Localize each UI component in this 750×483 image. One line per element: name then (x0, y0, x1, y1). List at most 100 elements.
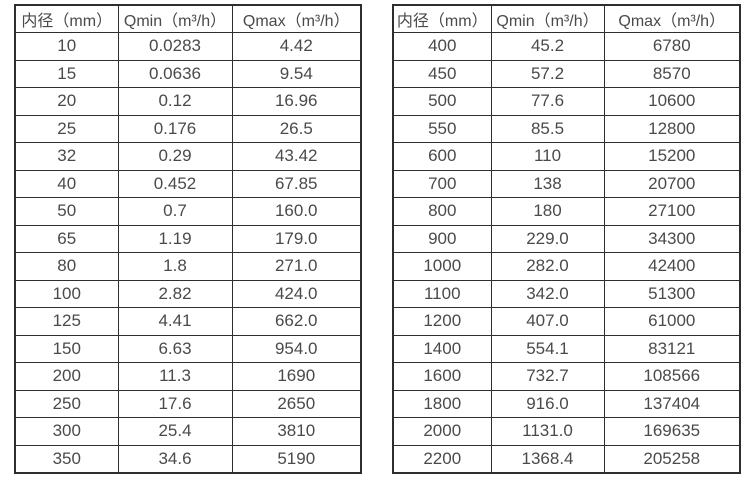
table-cell: 67.85 (231, 169, 362, 198)
table-row: 10 0.0283 4.42 (14, 32, 362, 61)
table-cell: 179.0 (231, 224, 362, 253)
table-row: 800 180 27100 (392, 197, 741, 226)
table-row: 200 11.3 1690 (14, 362, 362, 391)
table-cell: 2200 (392, 444, 492, 473)
table-cell: 12800 (603, 114, 741, 143)
table-cell: 229.0 (490, 224, 605, 253)
table-cell: 65 (14, 224, 119, 253)
table-row: 450 57.2 8570 (392, 59, 741, 88)
table-row: 550 85.5 12800 (392, 114, 741, 143)
table-cell: 1100 (392, 279, 492, 308)
table-cell: 400 (392, 32, 492, 61)
table-cell: 900 (392, 224, 492, 253)
table-cell: 25.4 (117, 417, 233, 446)
table-row: 25 0.176 26.5 (14, 114, 362, 143)
table-cell: 732.7 (490, 362, 605, 391)
table-row: 150 6.63 954.0 (14, 334, 362, 363)
table-row: 1800 916.0 137404 (392, 389, 741, 418)
table-cell: 1400 (392, 334, 492, 363)
table-cell: 0.0283 (117, 32, 233, 61)
table-cell: 45.2 (490, 32, 605, 61)
table-cell: 137404 (603, 389, 741, 418)
table-cell: 916.0 (490, 389, 605, 418)
table-cell: 150 (14, 334, 119, 363)
table-cell: 169635 (603, 417, 741, 446)
table-cell: 5190 (231, 444, 362, 473)
flow-spec-table-small-diameters: 内径（mm） Qmin（m³/h） Qmax（m³/h） 10 0.0283 4.42 15… (14, 4, 362, 474)
table-cell: 1690 (231, 362, 362, 391)
table-cell: 15 (14, 59, 119, 88)
table-cell: 43.42 (231, 142, 362, 171)
table-row: 15 0.0636 9.54 (14, 59, 362, 88)
table-cell: 662.0 (231, 307, 362, 336)
column-header: Qmax（m³/h） (231, 4, 362, 33)
table-row: 1000 282.0 42400 (392, 252, 741, 281)
table-cell: 26.5 (231, 114, 362, 143)
table-cell: 80 (14, 252, 119, 281)
table-cell: 1.19 (117, 224, 233, 253)
table-row: 1200 407.0 61000 (392, 307, 741, 336)
table-cell: 1800 (392, 389, 492, 418)
table-row: 600 110 15200 (392, 142, 741, 171)
table-cell: 1.8 (117, 252, 233, 281)
table-cell: 16.96 (231, 87, 362, 116)
table-cell: 1000 (392, 252, 492, 281)
table-cell: 250 (14, 389, 119, 418)
table-cell: 200 (14, 362, 119, 391)
table-cell: 550 (392, 114, 492, 143)
column-header: Qmin（m³/h） (117, 4, 233, 33)
table-cell: 1368.4 (490, 444, 605, 473)
table-cell: 27100 (603, 197, 741, 226)
table-row: 125 4.41 662.0 (14, 307, 362, 336)
table-cell: 100 (14, 279, 119, 308)
table-cell: 1600 (392, 362, 492, 391)
table-cell: 0.12 (117, 87, 233, 116)
table-row: 80 1.8 271.0 (14, 252, 362, 281)
table-cell: 160.0 (231, 197, 362, 226)
table-cell: 34.6 (117, 444, 233, 473)
table-cell: 10 (14, 32, 119, 61)
table-cell: 0.176 (117, 114, 233, 143)
table-row: 32 0.29 43.42 (14, 142, 362, 171)
table-cell: 0.0636 (117, 59, 233, 88)
table-cell: 300 (14, 417, 119, 446)
table-row: 2200 1368.4 205258 (392, 444, 741, 473)
table-cell: 51300 (603, 279, 741, 308)
table-cell: 554.1 (490, 334, 605, 363)
table-cell: 20700 (603, 169, 741, 198)
table-cell: 6780 (603, 32, 741, 61)
table-row: 40 0.452 67.85 (14, 169, 362, 198)
table-cell: 2000 (392, 417, 492, 446)
table-cell: 282.0 (490, 252, 605, 281)
table-cell: 40 (14, 169, 119, 198)
table-cell: 600 (392, 142, 492, 171)
column-header: 内径（mm） (392, 4, 492, 33)
table-row: 1100 342.0 51300 (392, 279, 741, 308)
table-cell: 77.6 (490, 87, 605, 116)
table-cell: 700 (392, 169, 492, 198)
header-row: 内径（mm） Qmin（m³/h） Qmax（m³/h） (392, 4, 741, 33)
table-cell: 25 (14, 114, 119, 143)
table-cell: 800 (392, 197, 492, 226)
table-cell: 125 (14, 307, 119, 336)
table-row: 1600 732.7 108566 (392, 362, 741, 391)
table-row: 700 138 20700 (392, 169, 741, 198)
column-header: 内径（mm） (14, 4, 119, 33)
table-cell: 57.2 (490, 59, 605, 88)
header-row: 内径（mm） Qmin（m³/h） Qmax（m³/h） (14, 4, 362, 33)
table-cell: 61000 (603, 307, 741, 336)
table-cell: 205258 (603, 444, 741, 473)
table-cell: 32 (14, 142, 119, 171)
table-row: 50 0.7 160.0 (14, 197, 362, 226)
table-cell: 1200 (392, 307, 492, 336)
column-header: Qmin（m³/h） (490, 4, 605, 33)
table-cell: 83121 (603, 334, 741, 363)
table-row: 65 1.19 179.0 (14, 224, 362, 253)
table-cell: 4.42 (231, 32, 362, 61)
table-cell: 9.54 (231, 59, 362, 88)
table-cell: 138 (490, 169, 605, 198)
table-row: 350 34.6 5190 (14, 444, 362, 473)
column-header: Qmax（m³/h） (603, 4, 741, 33)
table-cell: 8570 (603, 59, 741, 88)
